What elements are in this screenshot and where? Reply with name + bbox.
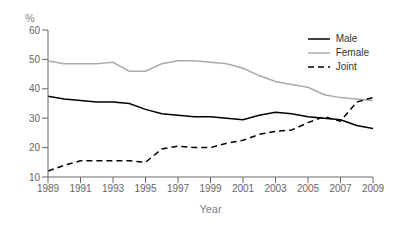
svg-text:50: 50 [29, 54, 41, 65]
html-text:Joint: Joint [335, 61, 357, 72]
svg-text:20: 20 [29, 142, 41, 153]
svg-text:1991: 1991 [69, 183, 92, 194]
svg-text:60: 60 [29, 25, 41, 36]
svg-text:40: 40 [29, 83, 41, 94]
svg-text:1989: 1989 [37, 183, 60, 194]
svg-text:2003: 2003 [264, 183, 287, 194]
svg-text:1999: 1999 [199, 183, 222, 194]
svg-text:1995: 1995 [134, 183, 157, 194]
svg-text:2005: 2005 [297, 183, 320, 194]
svg-text:30: 30 [29, 113, 41, 124]
svg-text:2007: 2007 [329, 183, 352, 194]
svg-text:1993: 1993 [102, 183, 125, 194]
svg-text:10: 10 [29, 172, 41, 183]
svg-text:1997: 1997 [167, 183, 190, 194]
html-text:Male: Male [335, 33, 358, 44]
svg-text:2001: 2001 [232, 183, 255, 194]
svg-text:%: % [25, 12, 35, 24]
svg-text:Year: Year [199, 203, 222, 215]
html-text:Female: Female [335, 47, 369, 58]
svg-text:2009: 2009 [362, 183, 385, 194]
